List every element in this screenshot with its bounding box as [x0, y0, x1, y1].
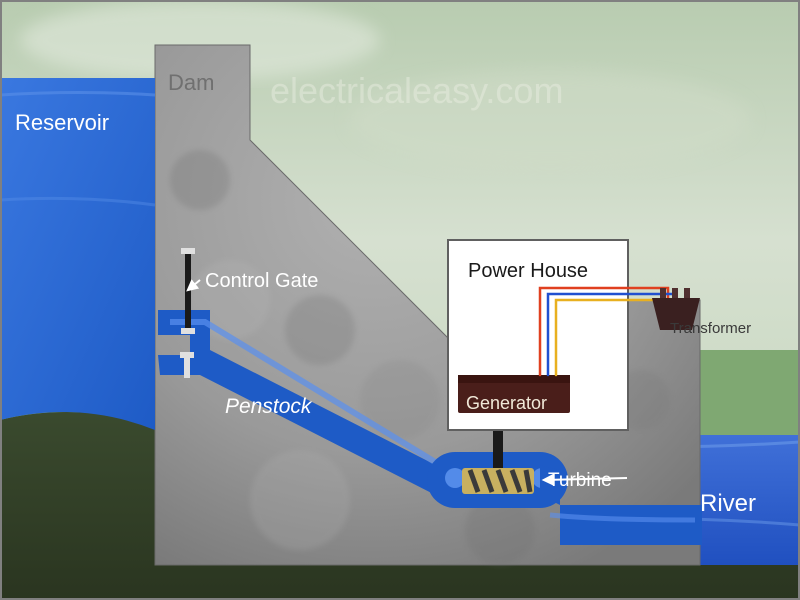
- reservoir-label: Reservoir: [15, 110, 109, 136]
- power-house-label: Power House: [468, 260, 588, 283]
- turbine: [462, 468, 534, 494]
- hydro-diagram: electricaleasy.com Reservoir Dam Control…: [0, 0, 800, 600]
- dam-label: Dam: [168, 70, 214, 96]
- turbine-label: Turbine: [548, 470, 612, 492]
- generator-top: [458, 375, 570, 383]
- transformer-label: Transformer: [670, 320, 751, 337]
- penstock-label: Penstock: [225, 395, 311, 419]
- control-gate-label: Control Gate: [205, 270, 318, 293]
- watermark: electricaleasy.com: [270, 70, 563, 112]
- river-label: River: [700, 490, 756, 518]
- generator-label: Generator: [466, 393, 547, 414]
- outflow-exit: [635, 505, 702, 545]
